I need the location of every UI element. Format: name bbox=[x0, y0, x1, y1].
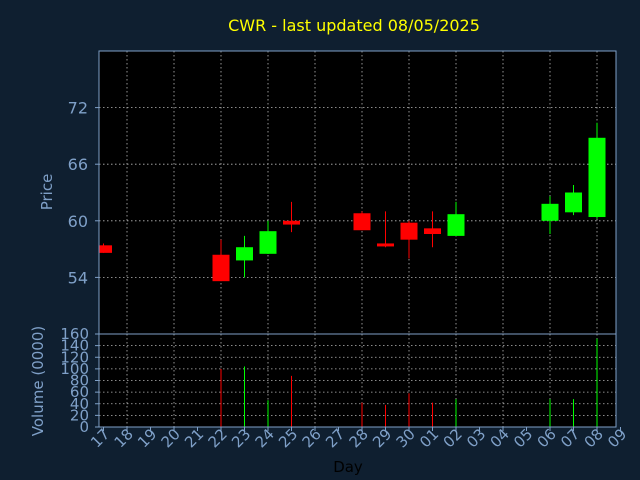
price-axis: 54 60 66 72 bbox=[68, 99, 99, 287]
x-axis-label: Day bbox=[333, 458, 363, 476]
candle-body-07 bbox=[565, 192, 582, 213]
volume-panel bbox=[99, 334, 616, 427]
candle-body-28 bbox=[353, 213, 371, 231]
candle-body-06 bbox=[541, 203, 559, 221]
price-tick-label: 54 bbox=[68, 268, 88, 287]
candles bbox=[99, 122, 606, 282]
candle-body-25 bbox=[283, 220, 300, 225]
candle-body-24 bbox=[259, 231, 277, 254]
price-tick-label: 66 bbox=[68, 155, 88, 174]
volume-bars bbox=[220, 338, 598, 427]
candle-body-23 bbox=[236, 247, 253, 261]
volume-tick-label: 80 bbox=[70, 372, 89, 390]
volume-axis-label: Volume (0000) bbox=[29, 326, 47, 436]
price-tick-label: 60 bbox=[68, 212, 88, 231]
volume-tick-label: 20 bbox=[70, 406, 89, 424]
price-panel bbox=[99, 51, 616, 334]
volume-tick-label: 120 bbox=[60, 348, 89, 366]
candle-body-02 bbox=[447, 214, 465, 236]
volume-tick-label: 60 bbox=[70, 383, 89, 401]
candle-body-30 bbox=[400, 222, 418, 240]
candle-body-08 bbox=[588, 137, 606, 218]
volume-tick-label: 140 bbox=[60, 337, 89, 355]
candle-body-17 bbox=[99, 245, 112, 253]
price-axis-label: Price bbox=[38, 174, 56, 211]
price-tick-label: 72 bbox=[68, 99, 88, 118]
volume-tick-label: 0 bbox=[79, 418, 89, 436]
volume-tick-label: 40 bbox=[70, 395, 89, 413]
x-axis: 1718192021222324252627282930010203040506… bbox=[87, 425, 630, 451]
candle-body-22 bbox=[212, 254, 230, 282]
candle-body-01 bbox=[424, 228, 441, 235]
chart-title: CWR - last updated 08/05/2025 bbox=[228, 16, 480, 35]
volume-tick-label: 100 bbox=[60, 360, 89, 378]
candle-body-29 bbox=[377, 243, 394, 247]
volume-tick-label: 160 bbox=[60, 325, 89, 343]
